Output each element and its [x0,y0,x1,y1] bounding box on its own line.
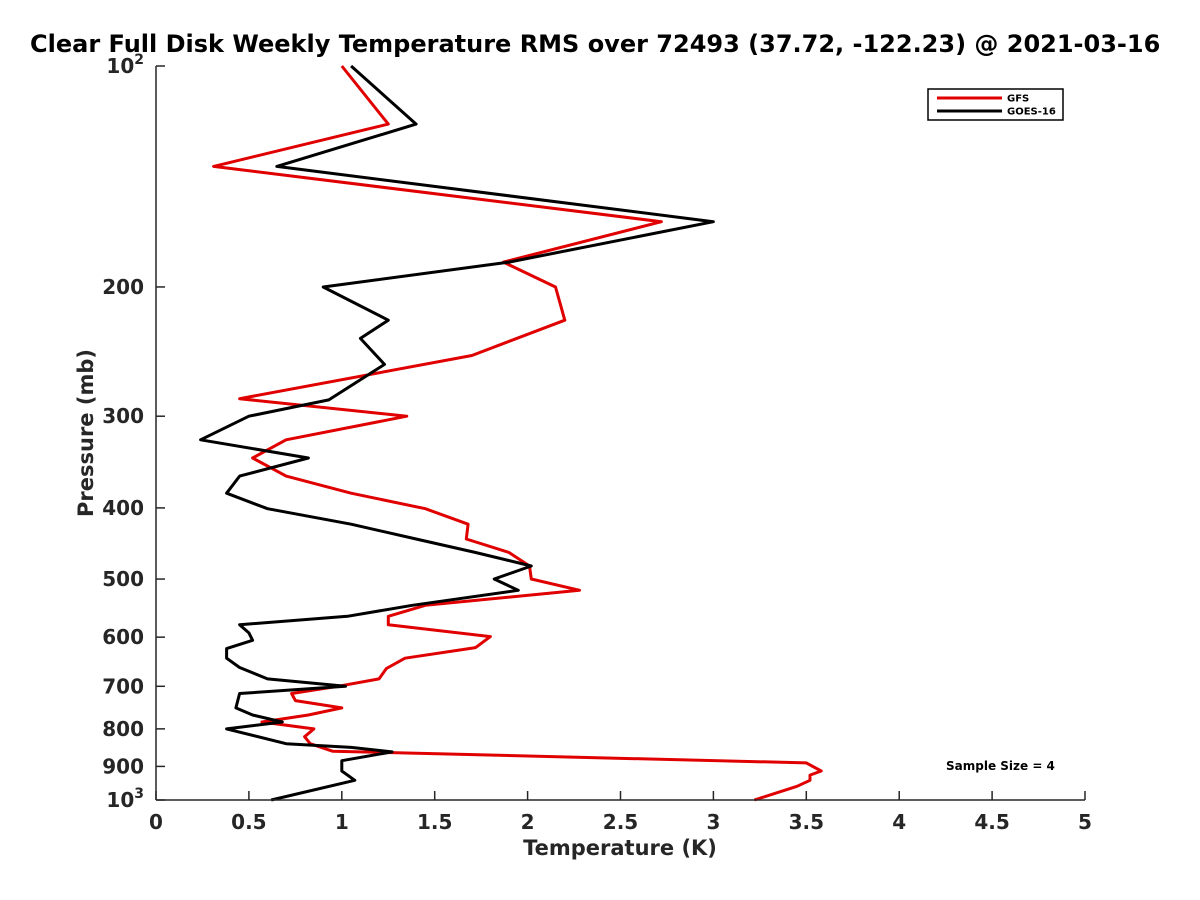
sample-size-annotation: Sample Size = 4 [946,759,1055,773]
legend-label: GFS [1007,94,1029,105]
x-axis-label: Temperature (K) [523,836,717,860]
x-tick-label: 2.5 [603,810,638,834]
chart-title: Clear Full Disk Weekly Temperature RMS o… [30,30,1161,58]
plot-lines [199,64,823,802]
x-tick-label: 0 [149,810,163,834]
y-tick-label: 102 [106,52,144,78]
x-tick-label: 4 [892,810,906,834]
y-tick-label: 400 [102,496,144,520]
y-tick-label: 103 [106,786,144,812]
y-tick-label: 700 [102,674,144,698]
y-tick-label: 200 [102,275,144,299]
x-tick-label: 3.5 [789,810,824,834]
x-tick-label: 1 [335,810,349,834]
x-tick-label: 0.5 [231,810,266,834]
legend-label: GOES-16 [1007,107,1056,118]
x-tick-label: 3 [706,810,720,834]
series-line-goes-16 [199,64,715,802]
series-line-gfs [212,65,823,802]
y-axis-label: Pressure (mb) [74,349,98,517]
axes: 0 0.5 1 1.5 2 2.5 3 3.5 4 4.5 5 102 200 300 400 500 600 7… [102,52,1092,834]
y-tick-label: 600 [102,625,144,649]
y-tick-label: 800 [102,717,144,741]
x-tick-label: 5 [1078,810,1092,834]
y-tick-label: 500 [102,567,144,591]
x-tick-label: 1.5 [417,810,452,834]
y-tick-label: 900 [102,754,144,778]
legend: GFS GOES-16 [927,88,1064,121]
y-tick-label: 300 [102,404,144,428]
legend-box [927,88,1064,121]
x-tick-label: 2 [521,810,535,834]
x-tick-label: 4.5 [974,810,1009,834]
